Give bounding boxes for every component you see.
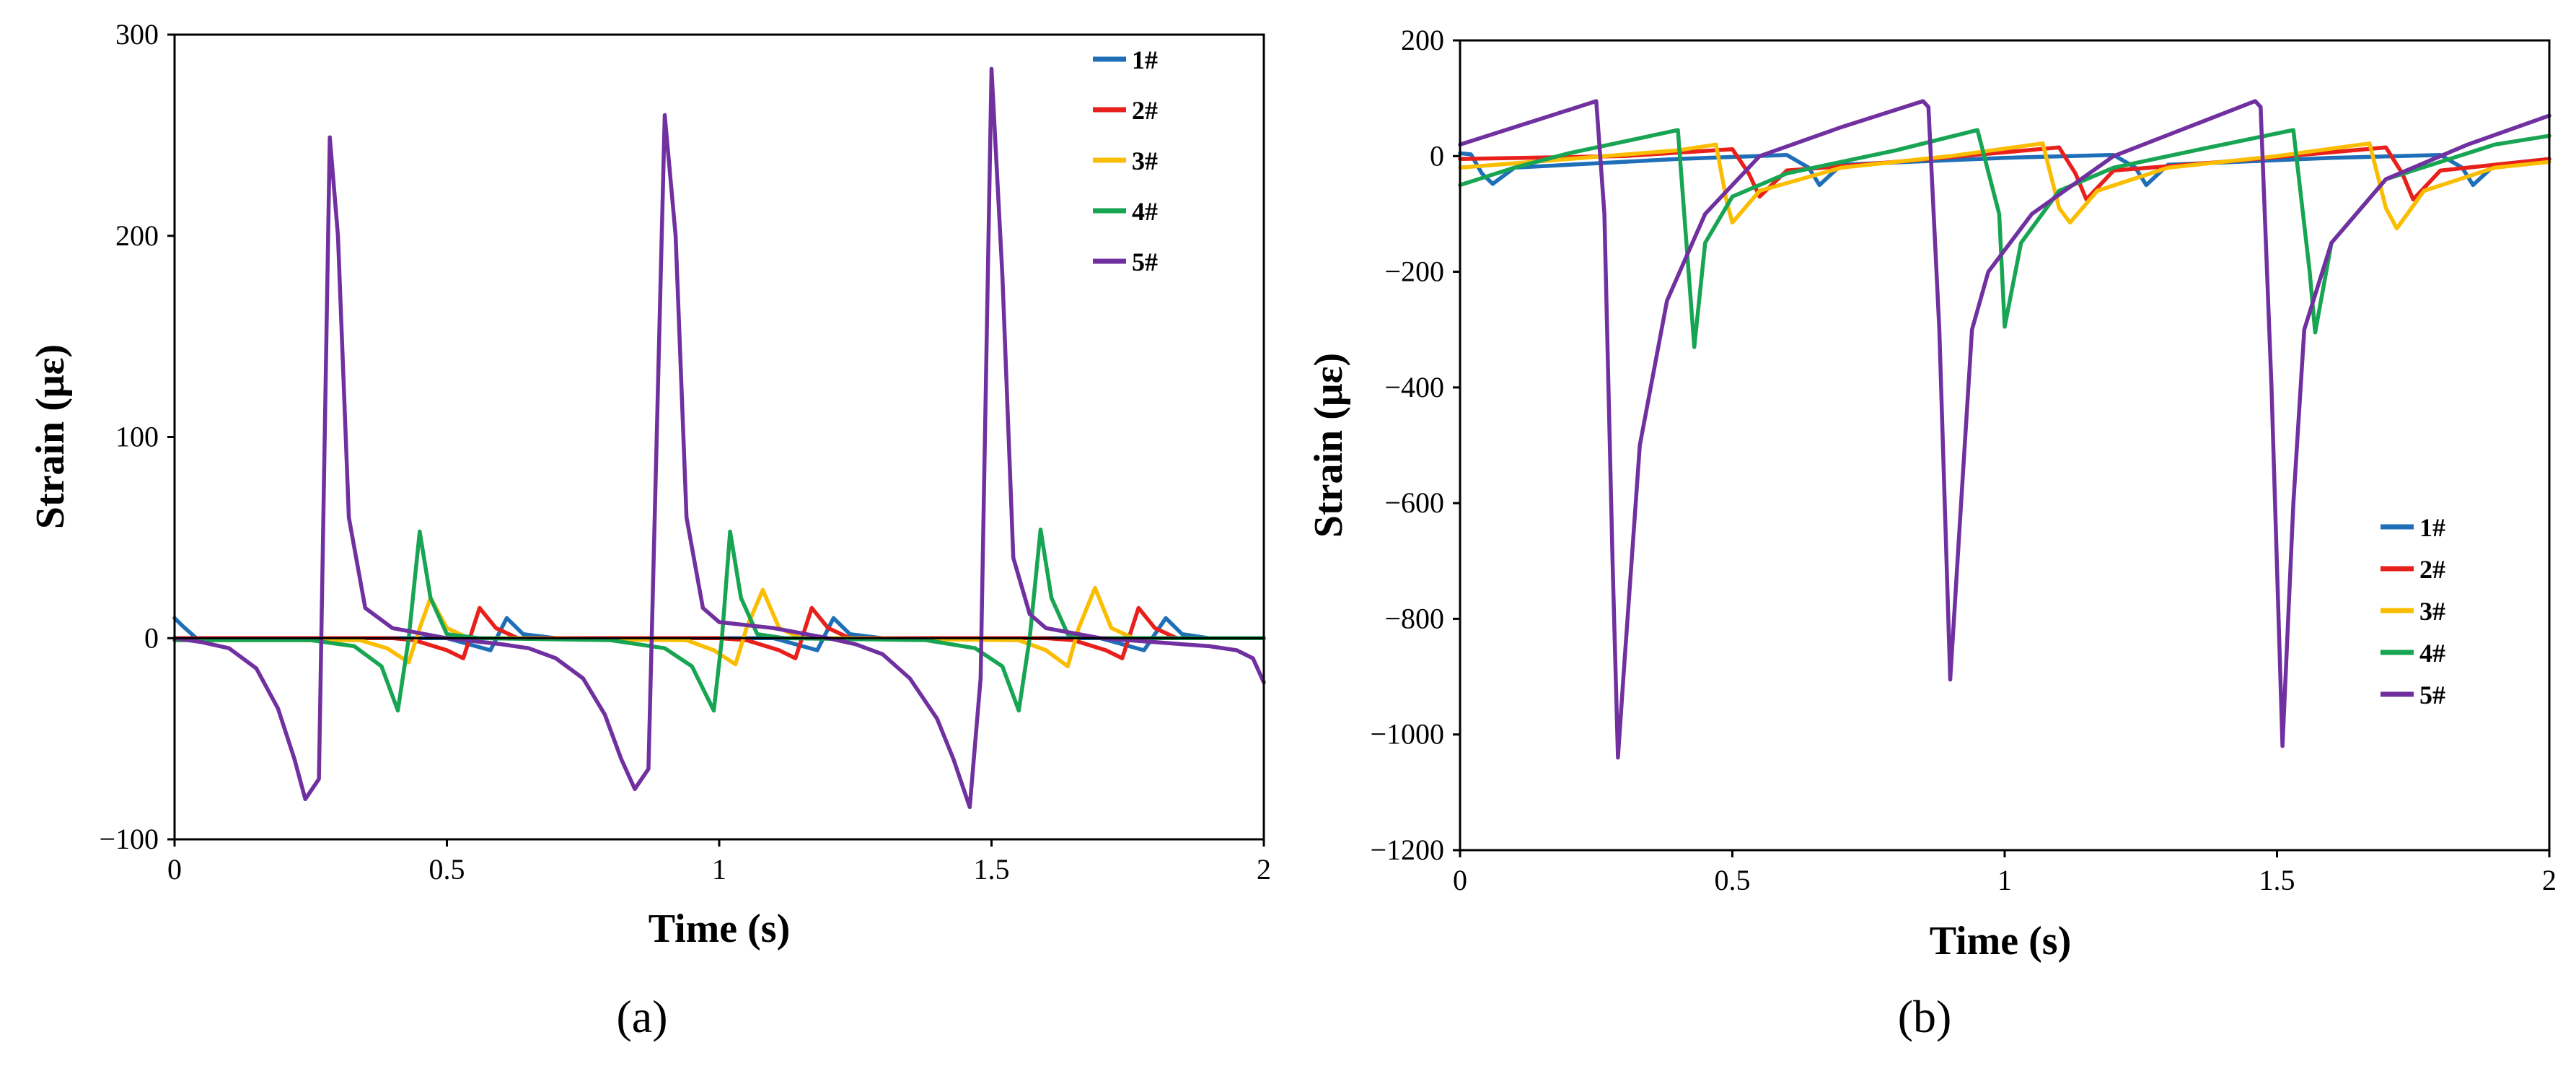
x-tick-label: 1.5	[974, 853, 1010, 886]
y-axis-title-b: Strain (με)	[1306, 353, 1351, 538]
legend-label: 4#	[2419, 639, 2445, 668]
series-line-1#	[1458, 151, 2551, 188]
x-tick-label: 0	[1453, 864, 1467, 896]
legend-label: 2#	[1132, 96, 1158, 125]
y-tick-label: −1000	[1370, 718, 1444, 751]
y-tick-label: −1200	[1370, 834, 1444, 866]
x-tick-label: 2	[1257, 853, 1271, 886]
series-layer-b	[1458, 99, 2551, 760]
series-layer-a	[172, 66, 1266, 810]
x-tick-label: 1	[712, 853, 726, 886]
y-tick-label: 100	[115, 421, 159, 453]
y-tick-label: 300	[115, 18, 159, 51]
legend-label: 3#	[1132, 147, 1158, 175]
x-axis-title-a: Time (s)	[649, 906, 791, 951]
series-line-4#	[1458, 128, 2551, 349]
ticks-b: 0 0.5 1 1.5 2 −1200 −1000 −800 −600 −400 −200 0 200	[1370, 24, 2557, 896]
series-line-5#	[172, 66, 1266, 810]
caption-a: (a)	[616, 991, 667, 1042]
legend-item-3#: 3#	[2381, 597, 2445, 626]
y-tick-label: 0	[1430, 139, 1444, 172]
series-line-3#	[1458, 141, 2551, 231]
legend-label: 5#	[1132, 248, 1158, 276]
legend-label: 4#	[1132, 197, 1158, 226]
legend-label: 1#	[1132, 45, 1158, 74]
legend-item-1#: 1#	[2381, 513, 2445, 542]
series-line-3#	[172, 585, 1266, 669]
x-tick-label: 0.5	[429, 853, 465, 886]
x-tick-label: 0	[167, 853, 182, 886]
legend-item-5#: 5#	[2381, 681, 2445, 709]
legend-label: 1#	[2419, 513, 2445, 542]
caption-b: (b)	[1898, 991, 1952, 1042]
y-tick-label: 200	[115, 219, 159, 252]
legend-item-5#: 5#	[1093, 248, 1158, 276]
y-tick-label: −100	[99, 823, 159, 855]
plot-area-a	[175, 35, 1264, 839]
y-tick-label: −600	[1384, 486, 1444, 519]
legend-item-4#: 4#	[2381, 639, 2445, 668]
legend-label: 3#	[2419, 597, 2445, 626]
legend-item-3#: 3#	[1093, 147, 1158, 175]
y-tick-label: 200	[1401, 24, 1444, 56]
legend-a: 1# 2# 3# 4# 5#	[1093, 45, 1158, 276]
legend-item-2#: 2#	[1093, 96, 1158, 125]
legend-item-2#: 2#	[2381, 555, 2445, 584]
x-tick-label: 1.5	[2259, 864, 2295, 896]
legend-label: 2#	[2419, 555, 2445, 584]
y-tick-label: −800	[1384, 602, 1444, 634]
series-line-2#	[1458, 145, 2551, 202]
y-tick-label: −400	[1384, 371, 1444, 403]
legend-label: 5#	[2419, 681, 2445, 709]
x-tick-label: 1	[1997, 864, 2012, 896]
x-tick-label: 2	[2542, 864, 2557, 896]
x-axis-title-b: Time (s)	[1930, 919, 2072, 963]
legend-b: 1# 2# 3# 4# 5#	[2381, 513, 2445, 709]
legend-item-1#: 1#	[1093, 45, 1158, 74]
x-tick-label: 0.5	[1715, 864, 1751, 896]
legend-item-4#: 4#	[1093, 197, 1158, 226]
y-tick-label: −200	[1384, 255, 1444, 288]
chart-panel-b: 0 0.5 1 1.5 2−1200−1000−800−600−400−2000200 …	[1306, 24, 2557, 1042]
y-axis-title-a: Strain (με)	[28, 344, 73, 529]
y-tick-label: 0	[144, 621, 159, 654]
series-line-5#	[1458, 99, 2551, 760]
